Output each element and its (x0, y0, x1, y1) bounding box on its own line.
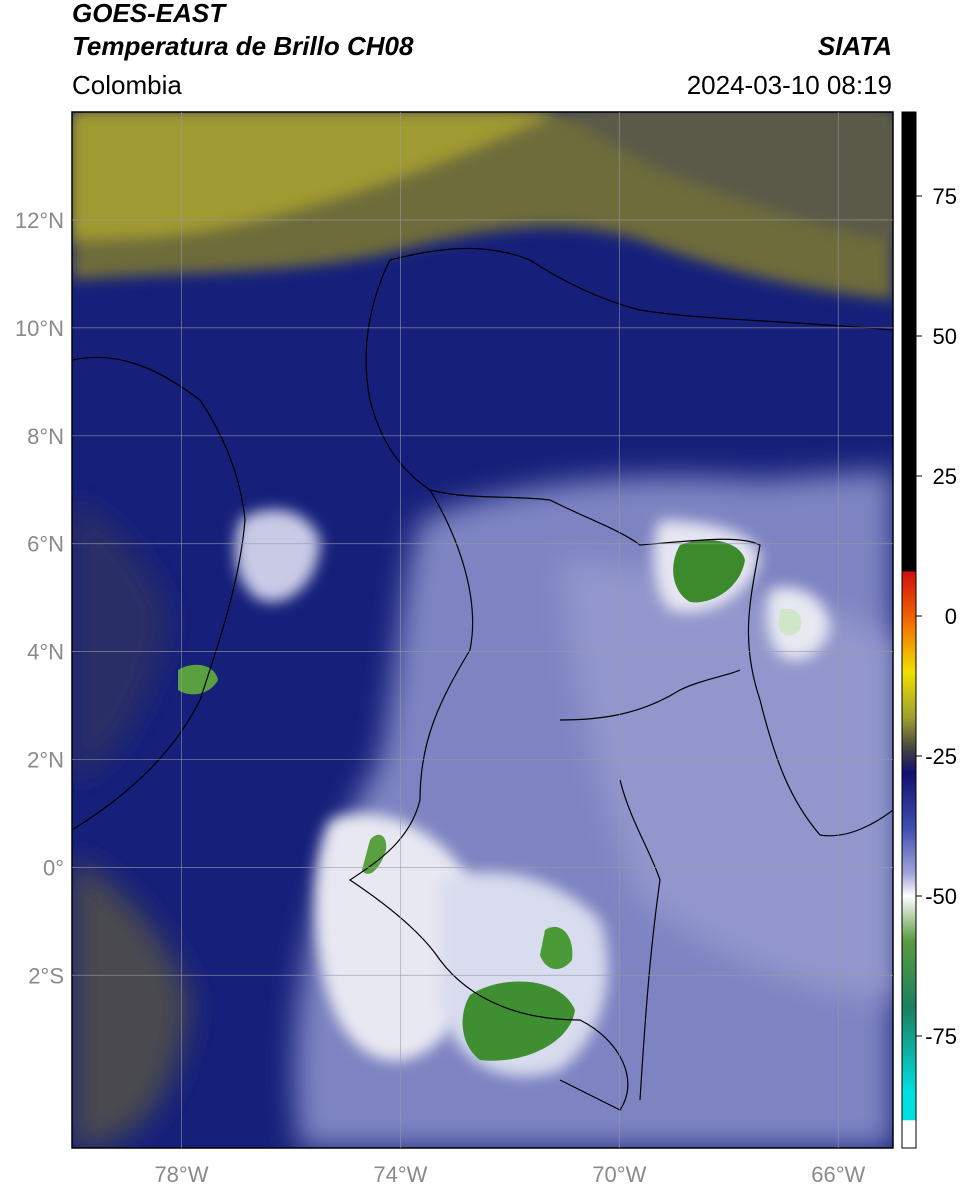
timestamp-label: 2024-03-10 08:19 (686, 70, 892, 100)
colorbar-scale (901, 111, 917, 1149)
colorbar-tick-label: -50 (925, 884, 957, 909)
colorbar-tick-label: 0 (945, 604, 957, 629)
lat-tick-label: 12°N (15, 208, 64, 233)
lat-tick-label: 2°N (27, 748, 64, 773)
lat-tick-label: 8°N (27, 424, 64, 449)
lat-tick-label: 0° (43, 855, 64, 880)
colorbar-tick-label: 75 (933, 184, 957, 209)
region-label: Colombia (72, 70, 182, 100)
lon-tick-label: 74°W (373, 1162, 427, 1187)
colorbar: 75 50 25 0 -25 -50 -75 (901, 111, 957, 1149)
satellite-title: GOES-EAST (72, 0, 226, 28)
lon-tick-label: 66°W (811, 1162, 865, 1187)
lat-tick-label: 4°N (27, 640, 64, 665)
lat-tick-label: 10°N (15, 316, 64, 341)
product-title: Temperatura de Brillo CH08 (72, 31, 414, 61)
colorbar-tick-label: 25 (933, 464, 957, 489)
lat-tick-label: 2°S (28, 963, 64, 988)
colorbar-tick-label: -75 (925, 1024, 957, 1049)
graticule (72, 112, 893, 1148)
longitude-tick-labels: 78°W 74°W 70°W 66°W (154, 1162, 865, 1187)
colorbar-ticks: 75 50 25 0 -25 -50 -75 (916, 184, 957, 1049)
political-borders (72, 247, 893, 1111)
latitude-tick-labels: 12°N 10°N 8°N 6°N 4°N 2°N 0° 2°S (15, 208, 64, 988)
brightness-temperature-field (72, 112, 893, 1148)
colorbar-tick-label: -25 (925, 744, 957, 769)
map-frame (71, 111, 894, 1149)
lat-tick-label: 6°N (27, 532, 64, 557)
colorbar-tick-label: 50 (933, 324, 957, 349)
lon-tick-label: 78°W (154, 1162, 208, 1187)
lon-tick-label: 70°W (592, 1162, 646, 1187)
organization-label: SIATA (817, 31, 892, 61)
